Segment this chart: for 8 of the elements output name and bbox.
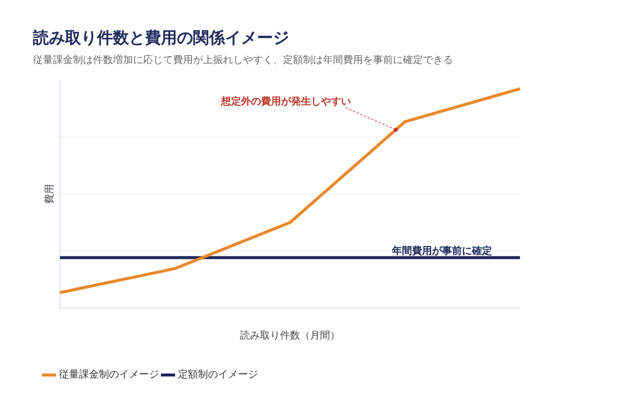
x-axis-title: 読み取り件数（月間） — [240, 330, 340, 342]
chart-subtitle: 従量課金制は件数増加に応じて費用が上振れしやすく、定額制は年間費用を事前に確定できる — [33, 54, 453, 67]
chart-title: 読み取り件数と費用の関係イメージ — [33, 28, 289, 49]
y-axis-title: 費用 — [44, 184, 56, 204]
annotation: 想定外の費用が発生しやすい — [220, 95, 351, 108]
legend-label: 従量課金制のイメージ — [59, 368, 159, 381]
legend-label: 定額制のイメージ — [178, 368, 258, 381]
annotation: 年間費用が事前に確定 — [391, 245, 492, 258]
